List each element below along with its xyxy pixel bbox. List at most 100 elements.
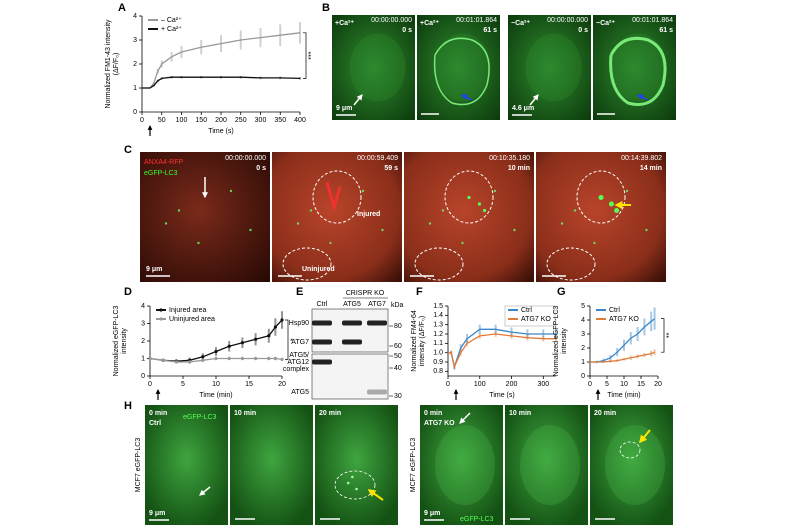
lc3-puncta bbox=[441, 209, 445, 212]
timestamp: 00:00:00.000 bbox=[371, 17, 412, 24]
lc3-puncta bbox=[513, 228, 516, 232]
micrograph bbox=[332, 15, 415, 120]
time-label: 10 min bbox=[508, 165, 530, 172]
x-tick-label: 50 bbox=[158, 117, 166, 124]
point bbox=[148, 356, 152, 361]
x-tick-label: 0 bbox=[588, 381, 592, 388]
lane-label: ATG7 bbox=[368, 301, 386, 308]
x-tick-label: 250 bbox=[235, 117, 247, 124]
panel-letter: B bbox=[322, 2, 330, 14]
micrograph bbox=[420, 405, 503, 525]
y-tick-label: 0 bbox=[133, 109, 137, 116]
arrow bbox=[529, 94, 539, 106]
x-tick-label: 5 bbox=[181, 381, 185, 388]
point bbox=[214, 349, 218, 354]
y-axis-label: intensity (ΔF/F₀) bbox=[419, 316, 426, 366]
uninjured-region bbox=[546, 247, 596, 281]
lc3-puncta bbox=[573, 209, 577, 212]
y-tick-label: 4 bbox=[581, 317, 585, 324]
x-tick-label: 300 bbox=[537, 381, 549, 388]
point bbox=[174, 360, 178, 364]
arrow bbox=[353, 94, 363, 106]
x-tick-label: 10 bbox=[620, 381, 628, 388]
membrane-signal bbox=[609, 36, 667, 106]
lc3-puncta bbox=[461, 241, 464, 245]
point bbox=[240, 341, 244, 345]
panel-letter: H bbox=[124, 400, 132, 412]
y-tick-label: 1.1 bbox=[433, 340, 443, 347]
legend-label: ATG7 KO bbox=[521, 316, 551, 323]
lc3-puncta bbox=[625, 189, 629, 193]
y-axis-label: intensity bbox=[561, 328, 568, 354]
marker-label: 50 bbox=[394, 353, 402, 360]
y-axis-label: Normalized FM4-64 bbox=[411, 310, 418, 372]
vertical-label: MCF7 eGFP-LC3 bbox=[135, 438, 142, 493]
lc3-puncta bbox=[483, 208, 487, 213]
micrograph bbox=[272, 152, 402, 282]
y-tick-label: 3 bbox=[141, 320, 145, 327]
point bbox=[267, 334, 271, 338]
lc3-puncta bbox=[608, 201, 614, 207]
x-tick-label: 350 bbox=[274, 117, 286, 124]
legend-label: – Ca²⁺ bbox=[161, 17, 182, 24]
micrograph bbox=[315, 405, 398, 525]
timestamp: 00:00:00.000 bbox=[547, 17, 588, 24]
arrow bbox=[638, 429, 651, 444]
timestamp: 00:00:00.000 bbox=[225, 155, 266, 162]
lc3-puncta bbox=[645, 228, 648, 232]
legend-label: Ctrl bbox=[609, 307, 620, 314]
time-label: 0 min bbox=[149, 410, 167, 417]
micrograph bbox=[593, 15, 676, 120]
significance: * bbox=[286, 338, 293, 341]
row-label: ATG7 bbox=[291, 339, 309, 346]
band bbox=[367, 389, 387, 395]
point bbox=[267, 356, 271, 361]
cell bbox=[525, 33, 582, 102]
x-axis-label: Time (s) bbox=[208, 128, 233, 135]
channel-label: ANXA4-RFP bbox=[144, 159, 184, 166]
micrograph bbox=[230, 405, 313, 525]
condition-label: −Ca²⁺ bbox=[596, 20, 615, 27]
arrow bbox=[459, 412, 471, 424]
channel-label: eGFP-LC3 bbox=[460, 516, 494, 523]
y-tick-label: 0.9 bbox=[433, 359, 443, 366]
y-axis-label: intensity bbox=[121, 328, 128, 354]
y-tick-label: 3 bbox=[133, 37, 137, 44]
significance: *** bbox=[304, 52, 311, 60]
injured-region bbox=[312, 170, 362, 224]
lc3-puncta bbox=[197, 241, 200, 245]
x-axis-label: Time (s) bbox=[489, 392, 514, 399]
region-label: Uninjured bbox=[302, 266, 335, 273]
condition-label: −Ca²⁺ bbox=[511, 20, 530, 27]
panel-letter: D bbox=[124, 286, 132, 298]
micrograph bbox=[417, 15, 500, 120]
series-line bbox=[590, 318, 656, 363]
point bbox=[280, 318, 284, 322]
injured-region bbox=[444, 170, 494, 224]
lc3-puncta bbox=[249, 228, 252, 232]
y-tick-label: 2 bbox=[133, 61, 137, 68]
x-tick-label: 100 bbox=[176, 117, 188, 124]
row-label: complex bbox=[283, 366, 310, 373]
time-label: 0 s bbox=[402, 27, 412, 34]
y-tick-label: 0 bbox=[581, 373, 585, 380]
series-line bbox=[142, 76, 301, 89]
micrograph bbox=[508, 15, 591, 120]
point bbox=[227, 344, 231, 348]
arrow bbox=[199, 486, 211, 496]
series-line bbox=[448, 333, 556, 369]
cell bbox=[605, 425, 665, 505]
cell bbox=[610, 33, 667, 102]
row-label: ATG5 bbox=[291, 389, 309, 396]
time-label: 10 min bbox=[509, 410, 531, 417]
time-label: 0 s bbox=[578, 27, 588, 34]
row-label: ATG5/ bbox=[289, 352, 309, 359]
lane-label: Ctrl bbox=[317, 301, 328, 308]
point bbox=[273, 325, 277, 329]
legend-marker bbox=[159, 308, 163, 312]
panel-letter: C bbox=[124, 144, 132, 156]
lane-label: ATG5 bbox=[343, 301, 361, 308]
band bbox=[367, 320, 387, 326]
cell bbox=[434, 33, 491, 102]
